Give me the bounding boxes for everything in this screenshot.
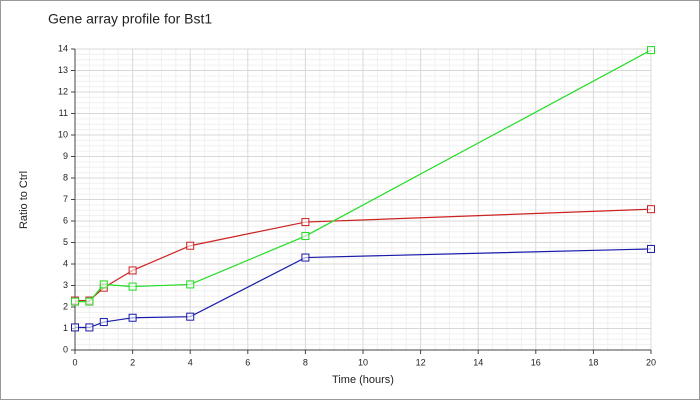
y-tick-label: 3 [63,280,68,290]
marker [128,282,137,291]
marker [186,280,195,289]
x-tick-label: 20 [646,357,656,367]
y-tick-label: 8 [63,172,68,182]
y-tick-label: 0 [63,344,68,354]
marker [99,280,108,289]
marker [301,232,310,241]
x-tick-label: 16 [531,357,541,367]
chart-title: Gene array profile for Bst1 [48,11,212,27]
marker [647,205,655,214]
marker [186,241,195,250]
x-tick-label: 2 [130,357,135,367]
x-tick-label: 14 [473,357,483,367]
x-tick-label: 8 [303,357,308,367]
y-tick-label: 4 [63,258,68,268]
marker [71,323,79,332]
marker [301,218,310,227]
y-tick-label: 2 [63,301,68,311]
y-tick-label: 12 [58,86,68,96]
y-tick-label: 11 [59,108,68,118]
x-tick-label: 18 [588,357,598,367]
x-tick-label: 10 [358,357,368,367]
plot [71,46,655,332]
y-tick-label: 9 [63,151,68,161]
marker [186,312,195,321]
y-tick-label: 14 [58,43,68,53]
marker [85,323,94,332]
x-tick-label: 4 [188,357,193,367]
x-tick-label: 6 [245,357,250,367]
marker [71,297,79,306]
marker [647,244,655,253]
y-axis-label: Ratio to Ctrl [18,171,30,229]
marker [128,313,137,322]
y-tick-label: 10 [58,129,68,139]
y-tick-label: 6 [63,215,68,225]
x-axis-label: Time (hours) [332,374,394,386]
y-tick-label: 1 [63,323,68,333]
grid [71,48,652,354]
x-tick-label: 0 [72,357,77,367]
marker [647,46,655,55]
y-tick-label: 13 [58,65,68,75]
y-tick-label: 5 [63,237,68,247]
marker [85,297,94,306]
marker [301,253,310,262]
y-tick-label: 7 [63,194,68,204]
marker [128,266,137,275]
marker [99,318,108,327]
x-tick-label: 12 [416,357,426,367]
